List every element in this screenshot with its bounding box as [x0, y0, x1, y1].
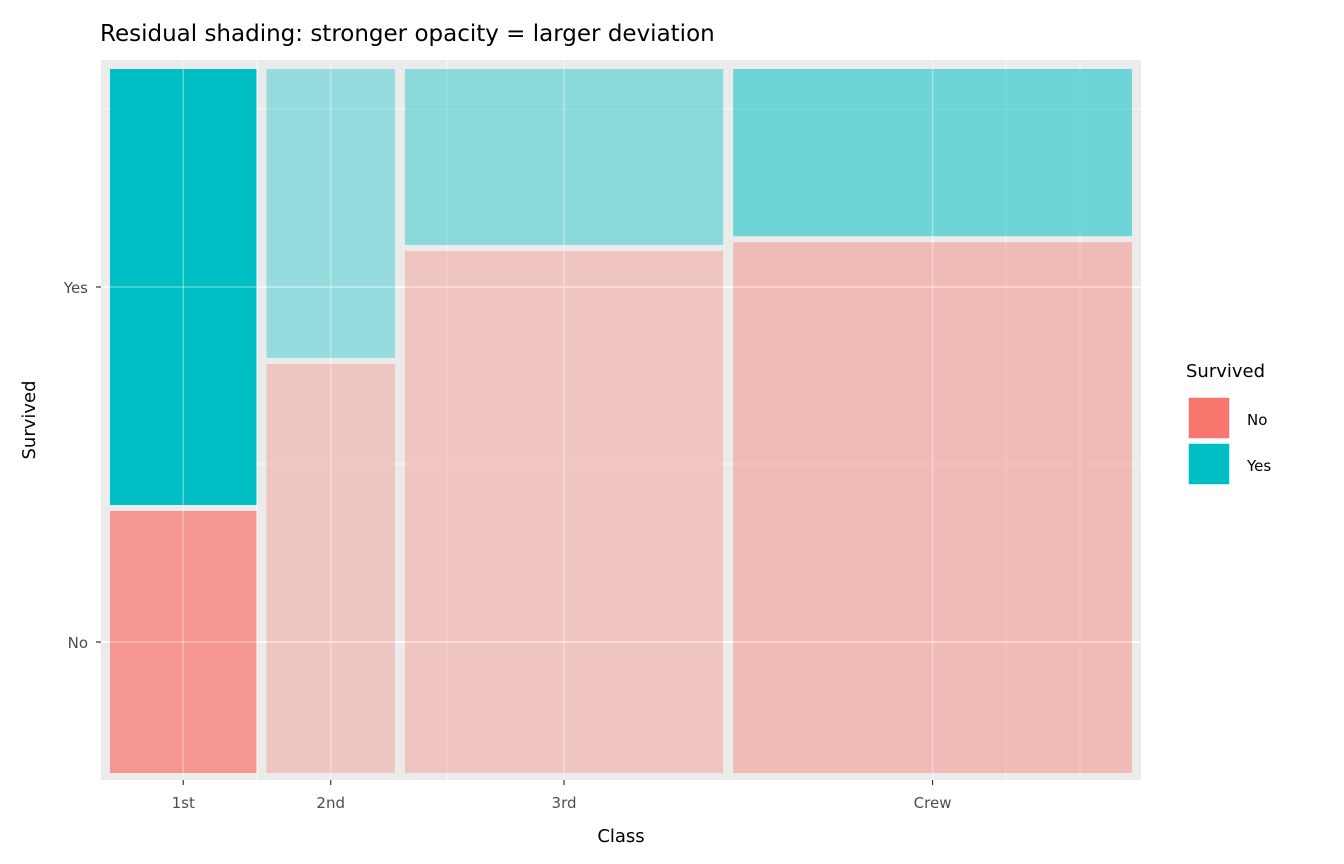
y-axis-label: Survived — [19, 380, 40, 459]
y-tick-label: Yes — [63, 279, 88, 297]
x-tick-label: Crew — [914, 794, 952, 812]
legend-key-no — [1187, 396, 1231, 440]
x-tick-label: 1st — [172, 794, 195, 812]
cell-1st-no — [110, 510, 257, 773]
legend-label: No — [1247, 411, 1267, 429]
legend-key-yes — [1187, 442, 1231, 486]
legend-title: Survived — [1186, 361, 1265, 382]
x-tick-label: 2nd — [316, 794, 345, 812]
y-tick-label: No — [68, 634, 88, 652]
chart-title: Residual shading: stronger opacity = lar… — [100, 21, 715, 47]
legend-label: Yes — [1246, 457, 1271, 475]
x-axis-label: Class — [597, 826, 644, 847]
cell-2nd-no — [266, 363, 395, 773]
cell-3rd-no — [404, 250, 724, 773]
cell-3rd-yes — [404, 69, 724, 245]
cell-2nd-yes — [266, 69, 395, 358]
cell-Crew-yes — [733, 69, 1132, 237]
x-tick-label: 3rd — [552, 794, 577, 812]
cell-1st-yes — [110, 69, 257, 505]
cell-Crew-no — [733, 242, 1132, 773]
